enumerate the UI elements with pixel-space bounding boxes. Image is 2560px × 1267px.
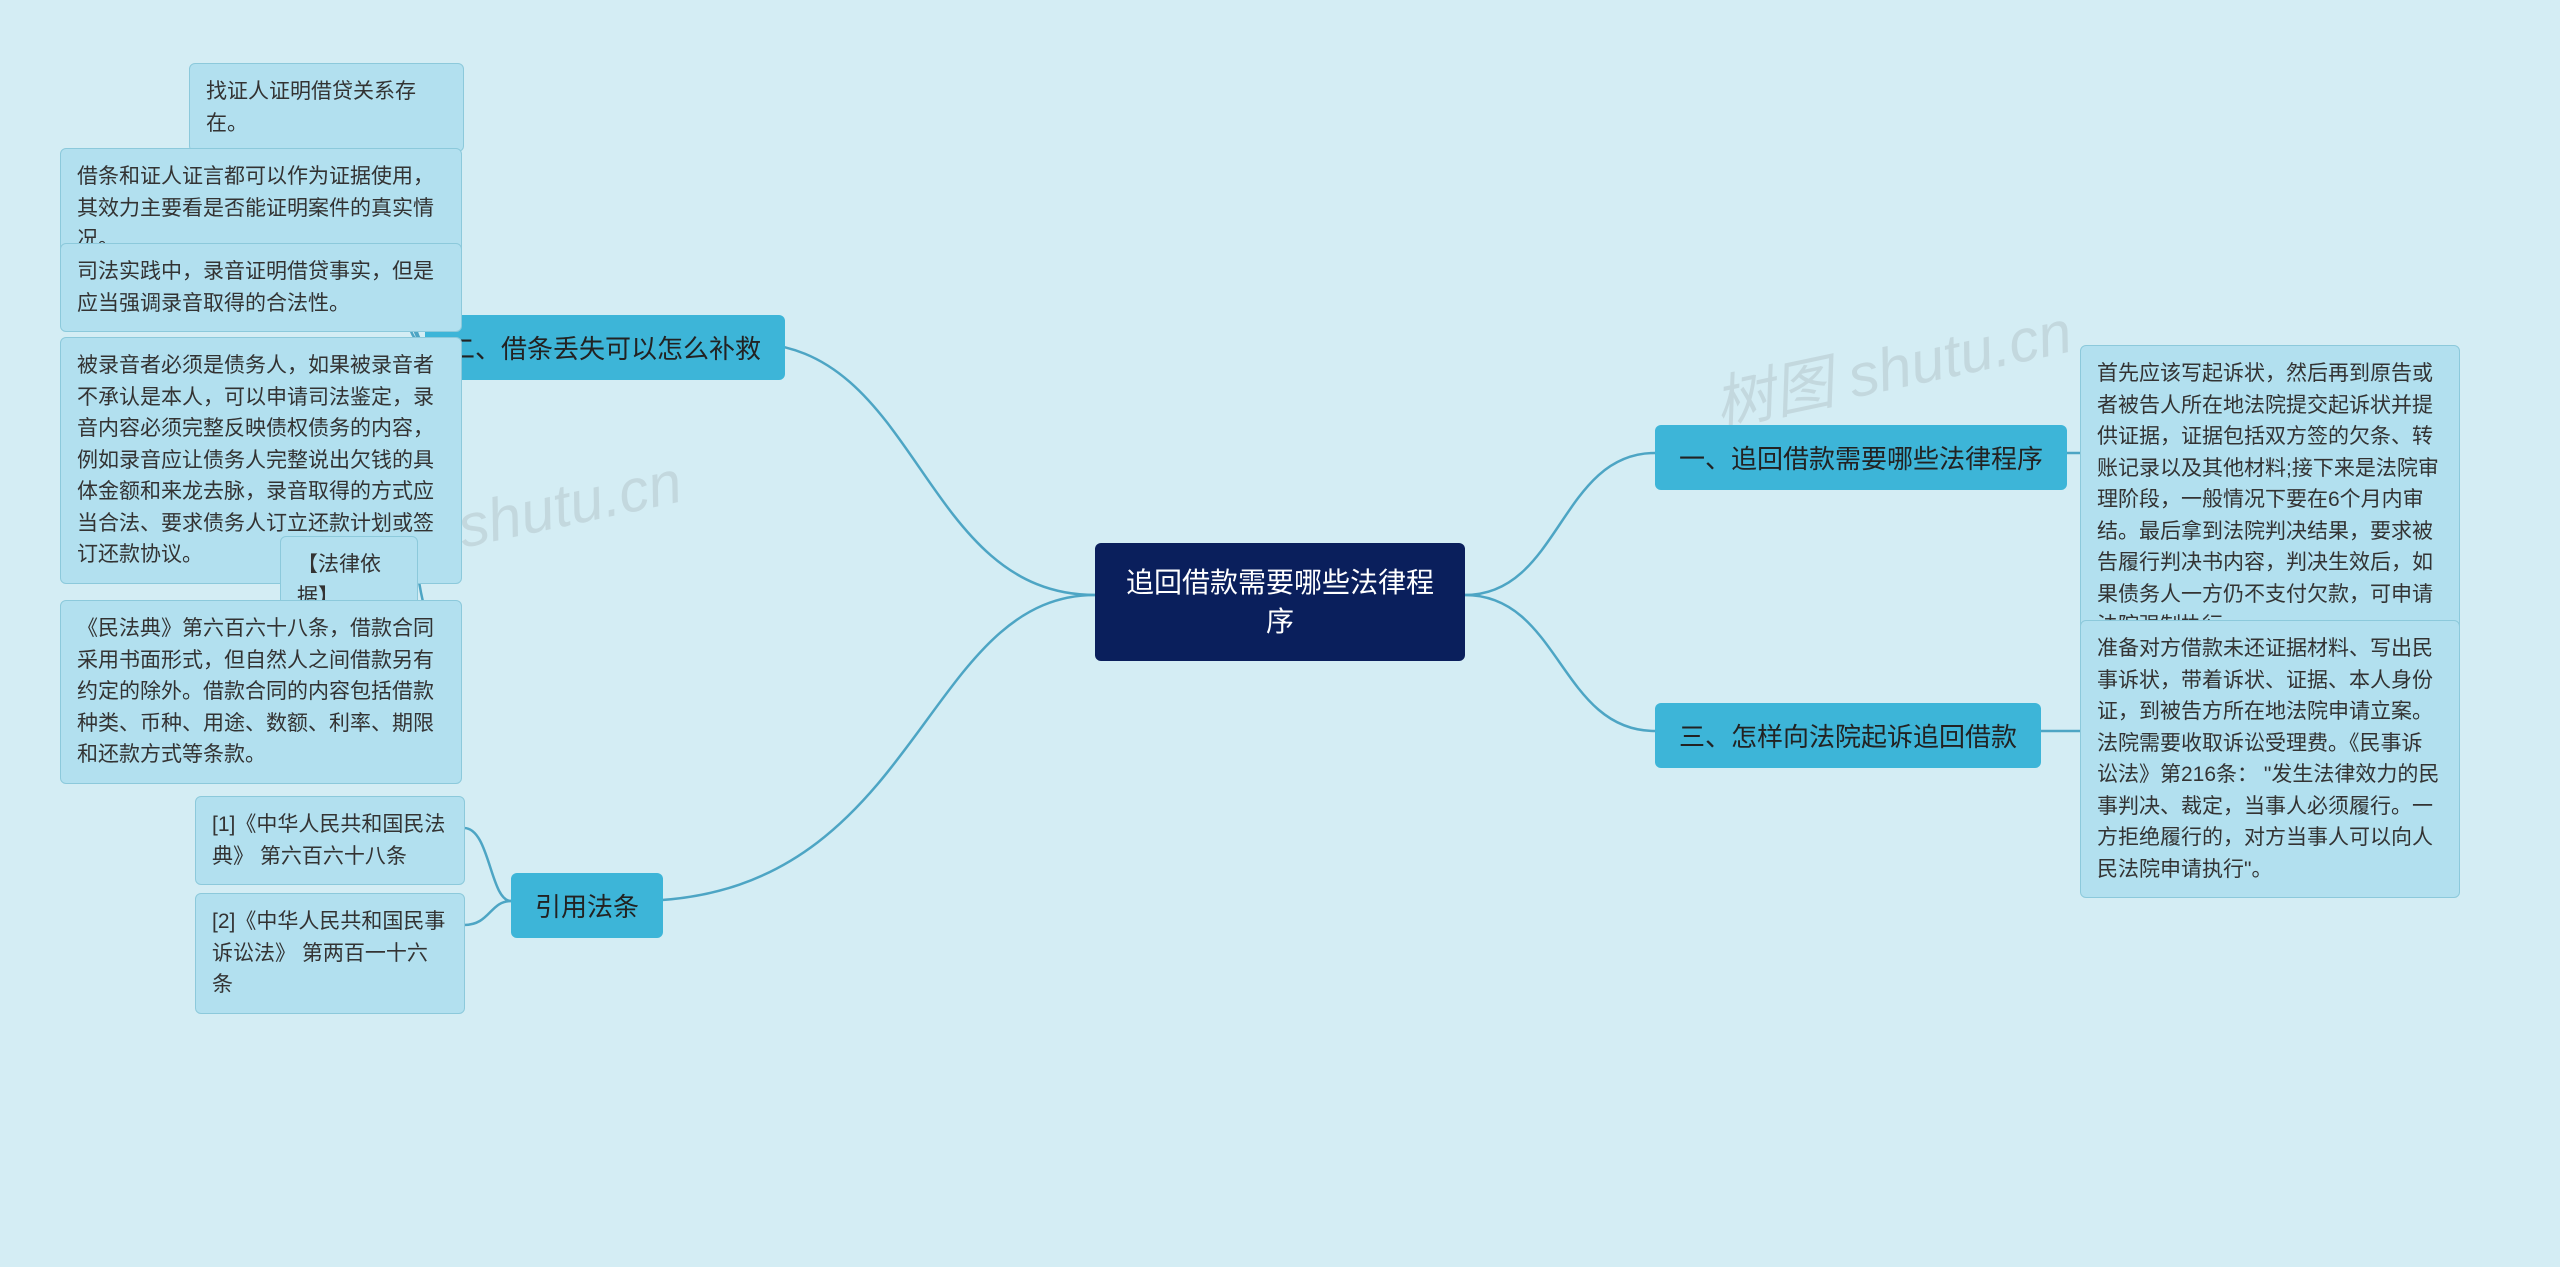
branch-4-leaf-1: [2]《中华人民共和国民事诉讼法》 第两百一十六条 (195, 893, 465, 1014)
branch-4-leaf-0: [1]《中华人民共和国民法典》 第六百六十八条 (195, 796, 465, 885)
watermark-2: 树图 shutu.cn (1705, 283, 2079, 444)
branch-3: 三、怎样向法院起诉追回借款 (1655, 703, 2041, 768)
branch-1-leaf-0: 首先应该写起诉状，然后再到原告或者被告人所在地法院提交起诉状并提供证据，证据包括… (2080, 345, 2460, 655)
branch-2-leaf-5: 《民法典》第六百六十八条，借款合同采用书面形式，但自然人之间借款另有约定的除外。… (60, 600, 462, 784)
central-node: 追回借款需要哪些法律程序 (1095, 543, 1465, 661)
branch-4: 引用法条 (511, 873, 663, 938)
branch-1: 一、追回借款需要哪些法律程序 (1655, 425, 2067, 490)
branch-2-leaf-0: 找证人证明借贷关系存在。 (189, 63, 464, 152)
branch-2: 二、借条丢失可以怎么补救 (425, 315, 785, 380)
branch-3-leaf-0: 准备对方借款未还证据材料、写出民事诉状，带着诉状、证据、本人身份证，到被告方所在… (2080, 620, 2460, 898)
branch-2-leaf-2: 司法实践中，录音证明借贷事实，但是应当强调录音取得的合法性。 (60, 243, 462, 332)
